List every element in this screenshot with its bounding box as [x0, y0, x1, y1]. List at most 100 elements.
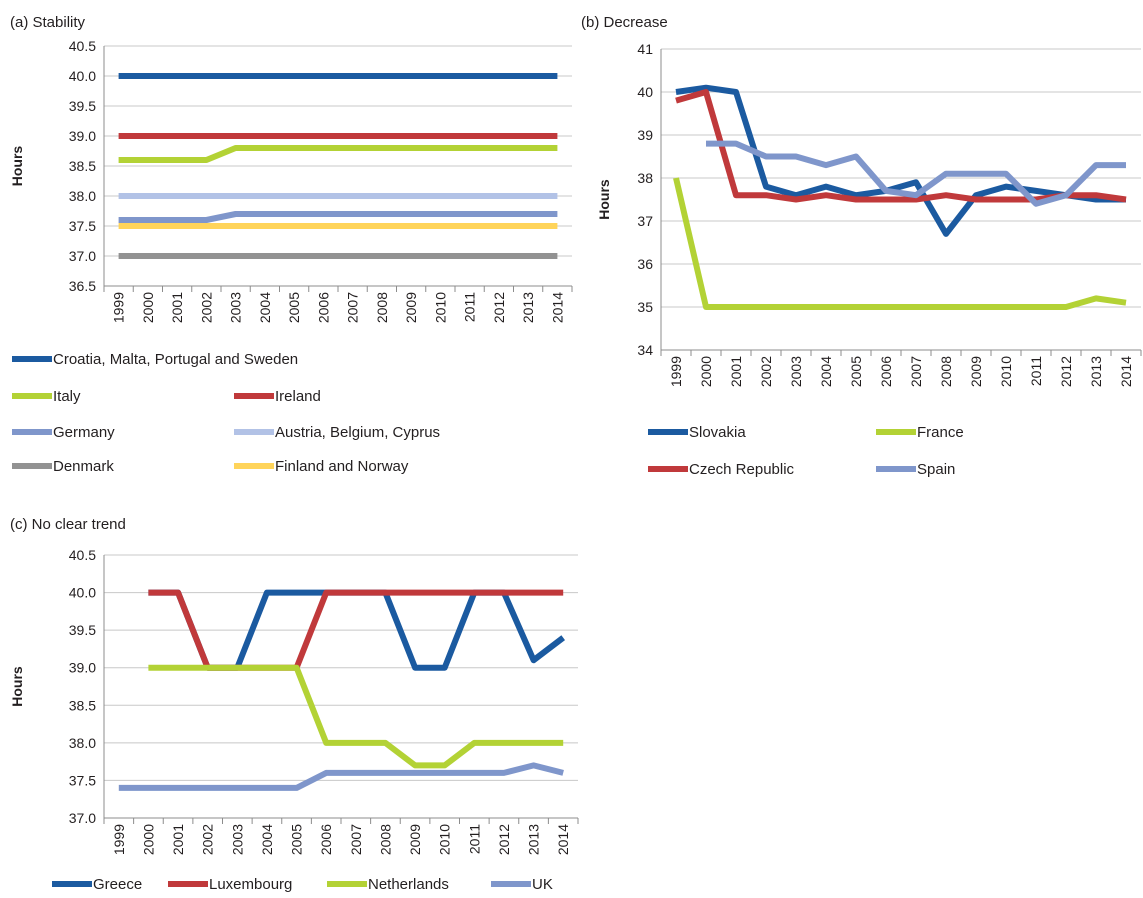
- y-tick-label: 39.5: [69, 622, 96, 638]
- x-tick-label: 2003: [228, 292, 244, 323]
- legend-label: Croatia, Malta, Portugal and Sweden: [53, 351, 298, 368]
- y-axis-title: Hours: [596, 179, 612, 220]
- y-tick-label: 37.5: [69, 772, 96, 788]
- x-tick-label: 2006: [315, 292, 331, 323]
- x-tick-label: 2013: [526, 824, 542, 855]
- y-tick-label: 37.5: [69, 218, 96, 234]
- y-tick-label: 39.0: [69, 660, 96, 676]
- legend-label: Greece: [93, 876, 142, 893]
- chart-title: (c) No clear trend: [10, 516, 126, 533]
- y-axis-title: Hours: [9, 666, 25, 707]
- x-tick-label: 2009: [968, 356, 984, 387]
- y-tick-label: 39: [637, 127, 653, 143]
- legend-label: Slovakia: [689, 424, 746, 441]
- y-tick-label: 38.5: [69, 158, 96, 174]
- x-tick-label: 2001: [728, 356, 744, 387]
- y-tick-label: 38.0: [69, 188, 96, 204]
- chart-title: (b) Decrease: [581, 14, 668, 31]
- x-tick-label: 2007: [908, 356, 924, 387]
- y-tick-label: 36: [637, 256, 653, 272]
- series-line-france: [673, 177, 1127, 310]
- y-tick-label: 40.5: [69, 38, 96, 54]
- x-tick-label: 2002: [200, 824, 216, 855]
- x-tick-label: 2011: [462, 292, 478, 322]
- x-tick-label: 1999: [111, 824, 127, 855]
- y-tick-label: 39.0: [69, 128, 96, 144]
- chart-panel-2: (b) Decrease 41 40 39 38 37 36 35 34 1999 2000 2001…: [581, 14, 1142, 478]
- x-tick-label: 2002: [198, 292, 214, 323]
- y-tick-label: 38.5: [69, 697, 96, 713]
- legend-label: Denmark: [53, 458, 114, 475]
- x-tick-label: 2000: [698, 356, 714, 387]
- series-line-germany: [118, 211, 558, 223]
- x-tick-label: 2011: [1028, 356, 1044, 386]
- x-tick-label: 2006: [878, 356, 894, 387]
- x-tick-label: 2010: [998, 356, 1014, 387]
- x-tick-label: 2004: [818, 356, 834, 387]
- y-tick-label: 40.0: [69, 68, 96, 84]
- x-tick-label: 2013: [520, 292, 536, 323]
- x-tick-label: 2006: [318, 824, 334, 855]
- series-line-netherlands: [148, 664, 564, 769]
- y-tick-label: 38: [637, 170, 653, 186]
- x-tick-label: 2009: [407, 824, 423, 855]
- legend-label: France: [917, 424, 964, 441]
- x-tick-label: 2013: [1088, 356, 1104, 387]
- y-tick-label: 37: [637, 213, 653, 229]
- x-tick-label: 2008: [374, 292, 390, 323]
- x-tick-label: 2007: [345, 292, 361, 323]
- y-tick-label: 40.0: [69, 585, 96, 601]
- x-tick-label: 1999: [111, 292, 127, 323]
- x-tick-label: 2011: [466, 824, 482, 854]
- series-line-spain: [706, 140, 1126, 207]
- legend: Greece Luxembourg Netherlands UK: [52, 876, 553, 893]
- x-tick-label: 2002: [758, 356, 774, 387]
- chart-panel-3: (c) No clear trend 40.5 40.0 39.5 39.0 38.5 38…: [9, 516, 579, 893]
- chart-title: (a) Stability: [10, 14, 86, 31]
- y-tick-label: 37.0: [69, 248, 96, 264]
- legend: Croatia, Malta, Portugal and Sweden Italy…: [12, 351, 440, 475]
- x-tick-label: 2004: [259, 824, 275, 855]
- y-tick-label: 34: [637, 342, 653, 358]
- y-tick-label: 39.5: [69, 98, 96, 114]
- x-tick-label: 2000: [140, 292, 156, 323]
- x-tick-label: 2005: [286, 292, 302, 323]
- y-tick-label: 38.0: [69, 735, 96, 751]
- series-line-italy: [118, 145, 558, 163]
- x-tick-label: 2003: [788, 356, 804, 387]
- legend-label: Finland and Norway: [275, 458, 409, 475]
- y-tick-label: 37.0: [69, 810, 96, 826]
- y-tick-label: 36.5: [69, 278, 96, 294]
- legend-label: Ireland: [275, 388, 321, 405]
- legend-label: Luxembourg: [209, 876, 292, 893]
- x-tick-label: 2012: [491, 292, 507, 323]
- series-line-uk: [118, 762, 564, 791]
- x-tick-label: 2014: [549, 292, 565, 323]
- x-tick-label: 2000: [140, 824, 156, 855]
- x-tick-label: 2012: [496, 824, 512, 855]
- y-tick-label: 41: [637, 41, 653, 57]
- series-line-slovakia: [675, 84, 1126, 237]
- x-tick-label: 2004: [257, 292, 273, 323]
- y-tick-label: 40.5: [69, 547, 96, 563]
- legend-label: Czech Republic: [689, 461, 795, 478]
- legend-label: UK: [532, 876, 553, 893]
- y-axis-title: Hours: [9, 146, 25, 187]
- legend-label: Austria, Belgium, Cyprus: [275, 424, 440, 441]
- x-tick-label: 2001: [170, 824, 186, 855]
- x-tick-label: 2010: [432, 292, 448, 323]
- x-tick-label: 2008: [938, 356, 954, 387]
- x-tick-label: 2012: [1058, 356, 1074, 387]
- chart-panel-1: (a) Stability 40.5 40.0 39.5 39.0 38.5 38.0 37.…: [9, 14, 573, 475]
- x-tick-label: 2007: [348, 824, 364, 855]
- x-tick-label: 2008: [377, 824, 393, 855]
- x-tick-label: 2010: [437, 824, 453, 855]
- x-tick-label: 2005: [289, 824, 305, 855]
- legend-label: Italy: [53, 388, 81, 405]
- x-tick-label: 2001: [169, 292, 185, 323]
- y-tick-label: 40: [637, 84, 653, 100]
- x-tick-label: 2003: [229, 824, 245, 855]
- x-tick-label: 1999: [668, 356, 684, 387]
- x-tick-label: 2014: [555, 824, 571, 855]
